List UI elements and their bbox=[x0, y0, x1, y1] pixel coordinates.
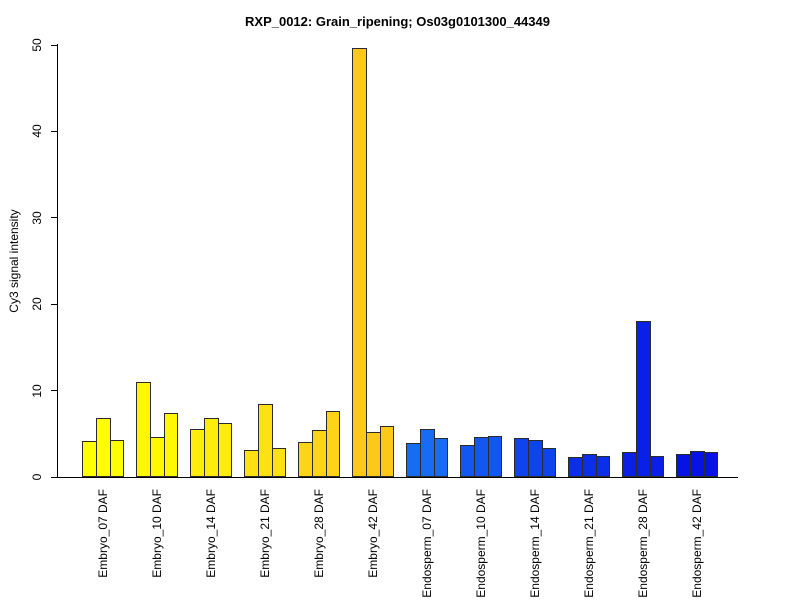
bar bbox=[325, 411, 341, 477]
bar bbox=[406, 443, 421, 477]
x-axis-category-label: Embryo_21 DAF bbox=[257, 489, 272, 578]
y-tick-label: 50 bbox=[30, 38, 44, 52]
y-tick-mark bbox=[51, 476, 58, 478]
x-axis-baseline bbox=[57, 477, 738, 478]
y-axis-line bbox=[57, 44, 58, 478]
bar bbox=[581, 453, 597, 477]
y-tick-mark bbox=[51, 303, 58, 305]
bar bbox=[635, 321, 651, 477]
bar bbox=[82, 440, 97, 477]
bar bbox=[190, 429, 205, 477]
x-axis-category-label: Endosperm_28 DAF bbox=[635, 489, 650, 598]
x-axis-category-label: Endosperm_10 DAF bbox=[473, 489, 488, 598]
y-tick-label: 40 bbox=[30, 124, 44, 139]
bar bbox=[298, 442, 313, 477]
x-axis-category-label: Embryo_07 DAF bbox=[95, 489, 110, 578]
bar bbox=[311, 430, 327, 477]
bar bbox=[433, 438, 449, 477]
bar bbox=[163, 413, 179, 477]
bar bbox=[527, 439, 543, 477]
bar bbox=[689, 451, 705, 477]
bar bbox=[95, 418, 111, 477]
bar bbox=[703, 451, 719, 477]
y-tick-label: 30 bbox=[30, 211, 44, 225]
bar bbox=[365, 432, 381, 477]
y-tick-label: 20 bbox=[30, 297, 44, 311]
chart-title: RXP_0012: Grain_ripening; Os03g0101300_4… bbox=[245, 14, 550, 29]
bar bbox=[203, 418, 219, 477]
y-tick-mark bbox=[51, 130, 58, 132]
y-axis-label: Cy3 signal intensity bbox=[7, 209, 21, 313]
bar bbox=[136, 381, 151, 477]
bar bbox=[352, 47, 367, 477]
bar bbox=[149, 437, 165, 477]
y-tick-mark bbox=[51, 217, 58, 219]
x-axis-category-label: Embryo_10 DAF bbox=[149, 489, 164, 578]
bar bbox=[622, 451, 637, 477]
bar bbox=[541, 447, 557, 477]
bar bbox=[473, 437, 489, 477]
bar bbox=[568, 457, 583, 477]
x-axis-category-label: Endosperm_14 DAF bbox=[527, 489, 542, 598]
x-axis-category-label: Endosperm_07 DAF bbox=[419, 489, 434, 598]
bar bbox=[649, 456, 665, 477]
x-axis-category-label: Endosperm_42 DAF bbox=[689, 489, 704, 598]
bar bbox=[217, 423, 233, 477]
bar bbox=[676, 453, 691, 477]
bar bbox=[109, 439, 125, 477]
bar bbox=[419, 429, 435, 477]
bar bbox=[244, 450, 259, 477]
y-tick-mark bbox=[51, 390, 58, 392]
bar bbox=[460, 445, 475, 477]
y-tick-mark bbox=[51, 44, 58, 46]
y-tick-label: 10 bbox=[30, 383, 44, 398]
y-tick-label: 0 bbox=[30, 473, 44, 481]
x-axis-category-label: Embryo_28 DAF bbox=[311, 489, 326, 578]
bar bbox=[514, 438, 529, 477]
x-axis-category-label: Embryo_14 DAF bbox=[203, 489, 218, 578]
bar bbox=[271, 448, 287, 477]
bar bbox=[257, 404, 273, 477]
bar bbox=[595, 456, 611, 477]
bar bbox=[379, 426, 395, 477]
x-axis-category-label: Endosperm_21 DAF bbox=[581, 489, 596, 598]
x-axis-category-label: Embryo_42 DAF bbox=[365, 489, 380, 578]
bar bbox=[487, 436, 503, 477]
